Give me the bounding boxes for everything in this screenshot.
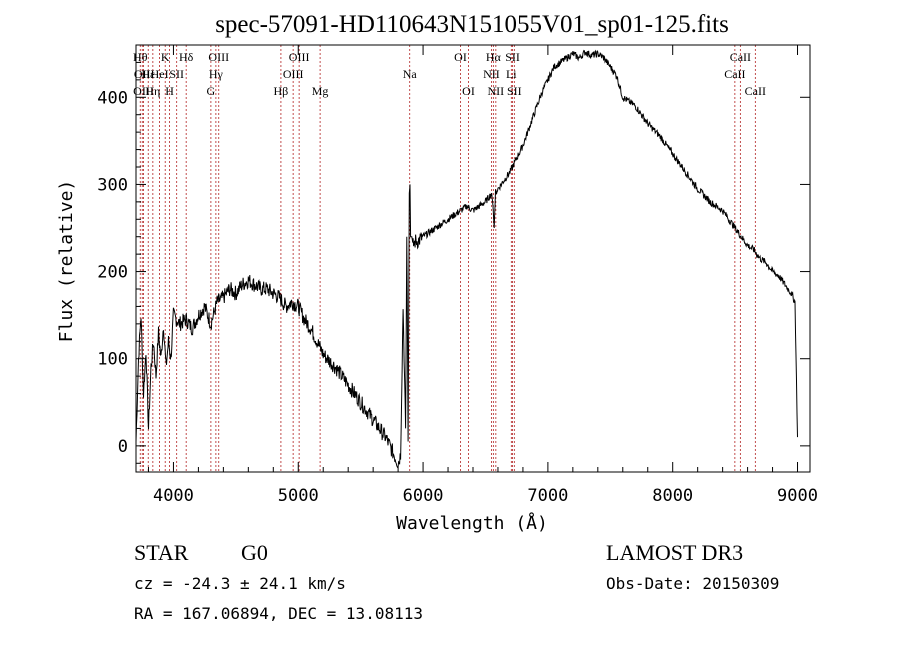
line-label-19: OI (462, 84, 475, 98)
line-label-22: NII (488, 84, 505, 98)
line-label-8: SII (169, 67, 184, 81)
x-tick-label-0: 4000 (153, 486, 194, 506)
line-label-24: SII (505, 50, 520, 64)
line-label-12: OIII (208, 50, 229, 64)
line-label-4: Hη (145, 84, 160, 98)
y-tick-label-2: 200 (97, 263, 128, 283)
line-label-23: Li (506, 67, 517, 81)
y-axis-ticks: 0 100 200 300 400 (97, 61, 810, 464)
chart-title: spec-57091-HD110643N151055V01_sp01-125.f… (215, 11, 729, 38)
line-label-5: HeI (151, 67, 169, 81)
line-label-11: Hγ (209, 67, 224, 81)
line-label-20: NII (483, 67, 500, 81)
spectral-line-markers (139, 45, 756, 472)
line-label-18: OI (454, 50, 467, 64)
line-label-10: G (207, 84, 216, 98)
line-label-14: OIII (283, 67, 304, 81)
x-tick-label-1: 5000 (278, 486, 319, 506)
line-label-9: Hδ (179, 50, 194, 64)
x-tick-label-5: 9000 (777, 486, 818, 506)
line-label-17: Na (403, 67, 418, 81)
line-label-16: Mg (312, 84, 329, 98)
redshift-cz: cz = -24.3 ± 24.1 km/s (134, 574, 346, 593)
plot-frame (135, 44, 811, 473)
line-label-3: Hε (141, 67, 155, 81)
line-label-1: OII (134, 67, 151, 81)
line-label-0: Hθ (133, 50, 148, 64)
line-label-2: OIII (133, 84, 154, 98)
line-label-21: Hα (486, 50, 502, 64)
y-axis-label: Flux (relative) (56, 180, 77, 343)
line-label-6: K (161, 50, 170, 64)
y-tick-label-0: 0 (118, 437, 128, 457)
x-axis-label: Wavelength (Å) (396, 512, 548, 534)
ra-dec: RA = 167.06894, DEC = 13.08113 (134, 604, 423, 623)
object-subclass: G0 (241, 540, 268, 565)
line-label-7: H (165, 84, 174, 98)
spectral-line-labels: Hθ OII OIII Hε Hη HeI K H SII Hδ G Hγ OIII Hβ OIII OIII… (133, 50, 766, 98)
line-label-26: CaII (724, 67, 745, 81)
line-label-15: OIII (289, 50, 310, 64)
object-class: STAR (134, 540, 189, 565)
x-axis-ticks: 4000 5000 6000 7000 8000 9000 (147, 45, 818, 506)
line-label-25: SII (507, 84, 522, 98)
observation-date: Obs-Date: 20150309 (606, 574, 779, 593)
x-tick-label-2: 6000 (403, 486, 444, 506)
x-tick-label-3: 7000 (527, 486, 568, 506)
line-label-13: Hβ (274, 84, 289, 98)
y-tick-label-1: 100 (97, 350, 128, 370)
survey-name: LAMOST DR3 (606, 540, 743, 565)
y-tick-label-3: 300 (97, 175, 128, 195)
line-label-28: CaII (745, 84, 766, 98)
line-label-27: CaII (730, 50, 751, 64)
spectrum-line (135, 49, 798, 469)
x-tick-label-4: 8000 (652, 486, 693, 506)
y-tick-label-4: 400 (97, 88, 128, 108)
